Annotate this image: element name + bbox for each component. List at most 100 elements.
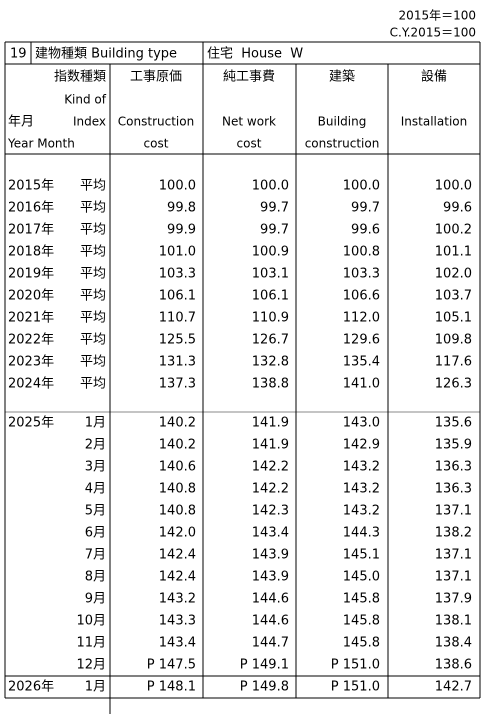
cell-value: 145.8: [343, 636, 380, 651]
cell-value: 140.2: [159, 438, 196, 453]
column-header: 設備: [421, 69, 447, 85]
cell-value: 135.9: [435, 438, 472, 453]
row-year: 2017年: [8, 223, 54, 238]
row-label: 平均: [80, 201, 106, 216]
cell-value: 144.6: [252, 592, 289, 607]
cell-value: 101.0: [159, 245, 196, 260]
cell-value: 135.6: [435, 416, 472, 431]
cell-value: 143.2: [343, 482, 380, 497]
row-year: 2024年: [8, 377, 54, 392]
row-year: 2022年: [8, 333, 54, 348]
row-label: 11月: [76, 636, 106, 651]
row-label: 9月: [85, 592, 106, 607]
column-header-en: Building: [318, 115, 367, 129]
row-label: 平均: [80, 179, 106, 194]
cell-value: 144.7: [252, 636, 289, 651]
cell-value: 145.1: [343, 548, 380, 563]
row-year: 2015年: [8, 179, 54, 194]
row-label: 6月: [85, 526, 106, 541]
column-header-en: cost: [237, 137, 262, 151]
column-header-en: construction: [305, 137, 380, 151]
cell-value: 142.2: [252, 482, 289, 497]
cell-value: 99.9: [167, 223, 196, 238]
cell-value: 106.1: [159, 289, 196, 304]
cell-value: 105.1: [435, 311, 472, 326]
kind-en: Kind of: [64, 93, 107, 107]
row-year: 2016年: [8, 201, 54, 216]
column-header-en: cost: [144, 137, 169, 151]
row-label: 平均: [80, 377, 106, 392]
kind-en: Index: [73, 115, 106, 129]
cell-value: 140.8: [159, 482, 196, 497]
row-label: 1月: [85, 416, 106, 431]
cell-value: 142.4: [159, 548, 196, 563]
cell-value: 142.9: [343, 438, 380, 453]
cell-value: 99.6: [443, 201, 472, 216]
cell-value: 143.2: [159, 592, 196, 607]
cell-value: 144.6: [252, 614, 289, 629]
cell-value: 143.9: [252, 570, 289, 585]
cell-value: 135.4: [343, 355, 380, 370]
row-label: 8月: [85, 570, 106, 585]
column-header: 建築: [329, 70, 355, 85]
row-label: 12月: [76, 658, 106, 673]
cell-value: 138.6: [435, 658, 472, 673]
cell-value: 141.0: [343, 377, 380, 392]
row-year: 2026年: [8, 680, 54, 695]
cell-value: 110.9: [252, 311, 289, 326]
cell-value: 103.7: [435, 289, 472, 304]
cell-value: 100.0: [435, 179, 472, 194]
cell-value: 100.9: [252, 245, 289, 260]
cell-value: 138.2: [435, 526, 472, 541]
cell-value: 144.3: [343, 526, 380, 541]
cell-value: 138.4: [435, 636, 472, 651]
ym-ja: 年月: [8, 115, 34, 130]
row-year: 2020年: [8, 289, 54, 304]
column-header-en: Installation: [401, 115, 467, 129]
row-label: 平均: [80, 245, 106, 260]
cell-value: 140.2: [159, 416, 196, 431]
column-header-en: Net work: [222, 115, 276, 129]
row-label: 平均: [80, 311, 106, 326]
cell-value: 106.6: [343, 289, 380, 304]
cell-value: 138.8: [252, 377, 289, 392]
cell-value: 143.2: [343, 504, 380, 519]
row-label: 平均: [80, 267, 106, 282]
cell-value: 140.6: [159, 460, 196, 475]
cell-value: 106.1: [252, 289, 289, 304]
row-label: 平均: [80, 333, 106, 348]
row-label: 7月: [85, 548, 106, 563]
cell-value: 112.0: [343, 311, 380, 326]
cell-value: 142.4: [159, 570, 196, 585]
cell-value: 103.1: [252, 267, 289, 282]
cell-value: 101.1: [435, 245, 472, 260]
cell-value: 100.0: [252, 179, 289, 194]
cell-value: 103.3: [343, 267, 380, 282]
cell-value: 99.8: [167, 201, 196, 216]
row-label: 3月: [85, 460, 106, 475]
building-type: 住宅 House W: [207, 47, 303, 62]
cell-value: 103.3: [159, 267, 196, 282]
cell-value: 100.2: [435, 223, 472, 238]
ym-en: Year Month: [7, 137, 75, 151]
column-header: 工事原価: [130, 70, 182, 85]
row-label: 4月: [85, 482, 106, 497]
row-year: 2018年: [8, 245, 54, 260]
row-label: 平均: [80, 223, 106, 238]
cell-value: 109.8: [435, 333, 472, 348]
cell-value: 126.7: [252, 333, 289, 348]
cell-value: 138.1: [435, 614, 472, 629]
row-label: 平均: [80, 355, 106, 370]
row-label: 10月: [76, 614, 106, 629]
row-year: 2023年: [8, 355, 54, 370]
cell-value: 142.3: [252, 504, 289, 519]
cell-value: 143.3: [159, 614, 196, 629]
kind-ja: 指数種類: [54, 69, 106, 85]
cell-value: 137.1: [435, 570, 472, 585]
building-type-label: 建物種類 Building type: [35, 46, 177, 62]
cell-value: 102.0: [435, 267, 472, 282]
row-year: 2019年: [8, 267, 54, 282]
cell-value: 142.2: [252, 460, 289, 475]
cell-value: 143.2: [343, 460, 380, 475]
cell-value: 142.7: [435, 680, 472, 695]
